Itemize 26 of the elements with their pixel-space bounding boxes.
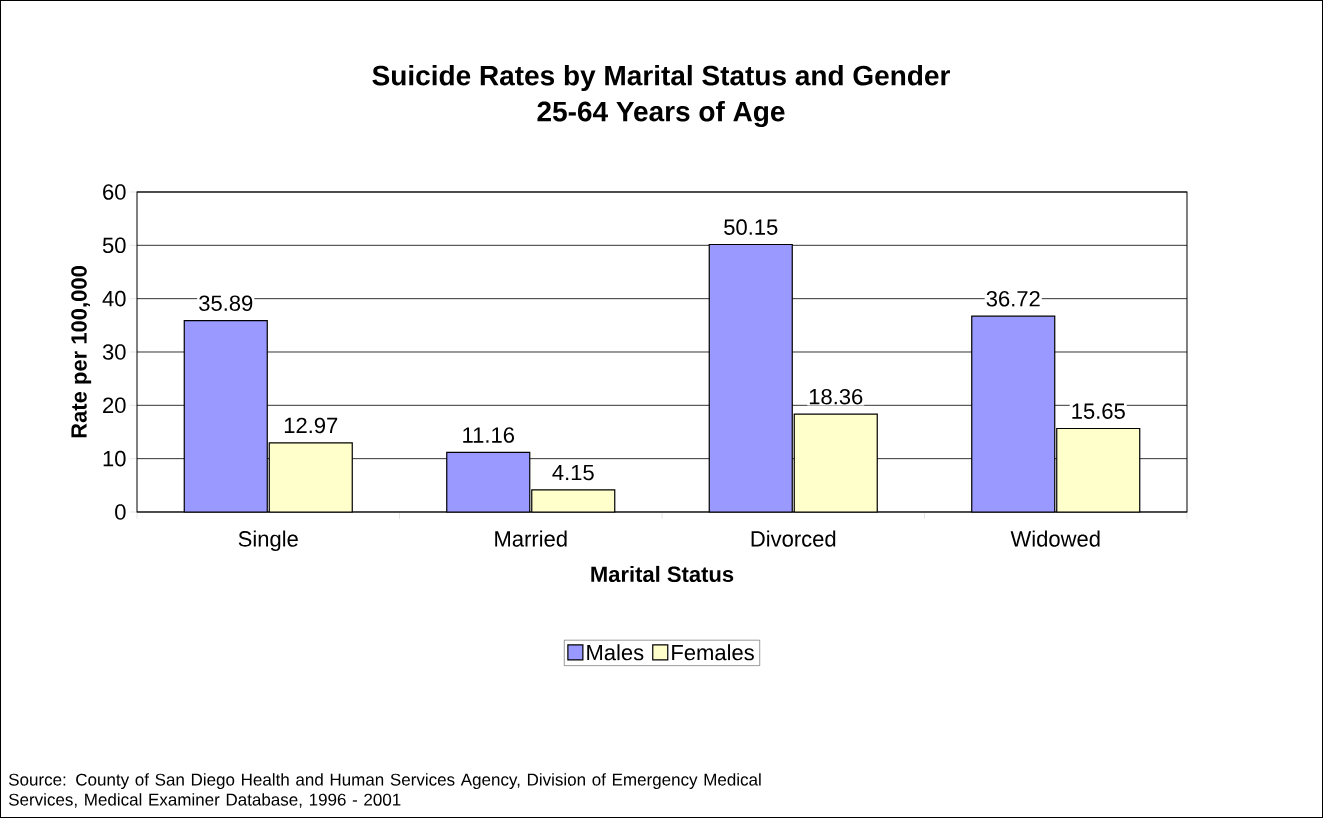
legend-label: Females [672, 644, 754, 661]
y-tick-label: 10 [103, 450, 126, 467]
y-tick-label: 30 [102, 344, 126, 360]
chart-title: Suicide Rates by Marital Status and Gender [372, 64, 950, 92]
data-label: 12.97 [284, 417, 338, 434]
x-tick-label: Single [238, 530, 298, 552]
legend-label: Males [587, 644, 644, 661]
data-label: 18.36 [809, 388, 863, 405]
y-tick-label: 0 [115, 504, 126, 520]
x-axis-title: Marital Status [591, 565, 734, 583]
chart-subtitle: 25-64 Years of Age [537, 100, 785, 128]
data-label: 35.89 [199, 295, 253, 311]
data-label: 11.16 [463, 427, 514, 443]
x-tick-label: Divorced [751, 530, 836, 547]
data-label: 50.15 [724, 219, 778, 235]
data-label: 36.72 [986, 290, 1040, 307]
y-tick-label: 60 [103, 184, 126, 200]
y-axis-title: Rate per 100,000 [71, 266, 92, 438]
y-tick-label: 50 [102, 237, 126, 254]
data-label: 4.15 [552, 464, 594, 481]
x-tick-label: Married [495, 530, 567, 547]
y-tick-label: 40 [102, 290, 126, 307]
data-label: 15.65 [1072, 403, 1125, 419]
y-tick-label: 20 [103, 397, 126, 414]
source-note: Source: County of San Diego Health and Human Services Agency, Division of Emergency Medical Services, Medical Examiner Database, 1996 - 2001 [8, 773, 761, 808]
x-tick-label: Widowed [1010, 530, 1100, 547]
